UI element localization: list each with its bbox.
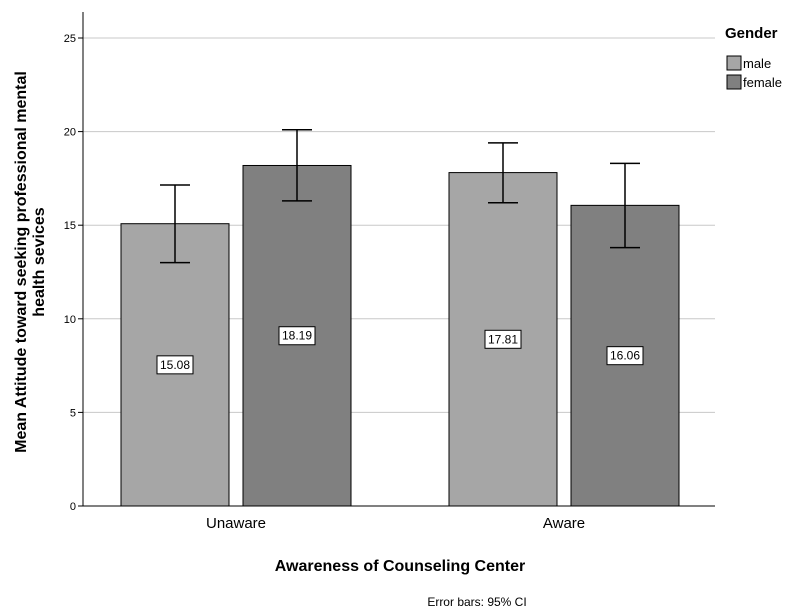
y-axis-title-line1: Mean Attitude toward seeking professiona… bbox=[13, 71, 30, 453]
y-tick-label: 15 bbox=[64, 220, 76, 232]
y-tick-label: 25 bbox=[64, 33, 76, 45]
data-label: 16.06 bbox=[610, 349, 640, 363]
data-label: 17.81 bbox=[488, 332, 518, 346]
data-label-box bbox=[156, 355, 194, 375]
y-tick-label: 10 bbox=[64, 314, 76, 326]
legend-label-male: male bbox=[743, 56, 771, 71]
y-tick-labels: 0 5 10 15 20 25 bbox=[64, 33, 83, 513]
y-tick-label: 0 bbox=[70, 501, 76, 513]
legend-title: Gender bbox=[725, 25, 778, 42]
bars bbox=[120, 164, 680, 507]
x-tick-labels: Unaware Aware bbox=[206, 515, 585, 532]
data-label-box bbox=[484, 329, 522, 349]
error-bars bbox=[160, 128, 640, 264]
y-tick-label: 20 bbox=[64, 127, 76, 139]
legend-swatch-female bbox=[726, 74, 742, 90]
data-label: 15.08 bbox=[160, 358, 190, 372]
data-labels: 15.08 18.19 17.81 16.06 bbox=[156, 326, 644, 375]
data-label-box bbox=[278, 326, 316, 346]
x-axis-title: Awareness of Counseling Center bbox=[275, 558, 525, 575]
x-tick-label-unaware: Unaware bbox=[206, 515, 266, 532]
x-tick-label-aware: Aware bbox=[543, 515, 585, 532]
data-label: 18.19 bbox=[282, 329, 312, 343]
legend: Gender male female bbox=[725, 25, 782, 90]
legend-label-female: female bbox=[743, 75, 782, 90]
y-axis-title-line2: health sevices bbox=[31, 207, 48, 317]
y-axis-title: Mean Attitude toward seeking professiona… bbox=[13, 71, 48, 453]
y-tick-label: 5 bbox=[70, 407, 76, 419]
data-label-box bbox=[606, 346, 644, 366]
legend-swatch-male bbox=[726, 55, 742, 71]
legend-items: male female bbox=[726, 55, 782, 90]
footnote: Error bars: 95% CI bbox=[427, 595, 526, 609]
